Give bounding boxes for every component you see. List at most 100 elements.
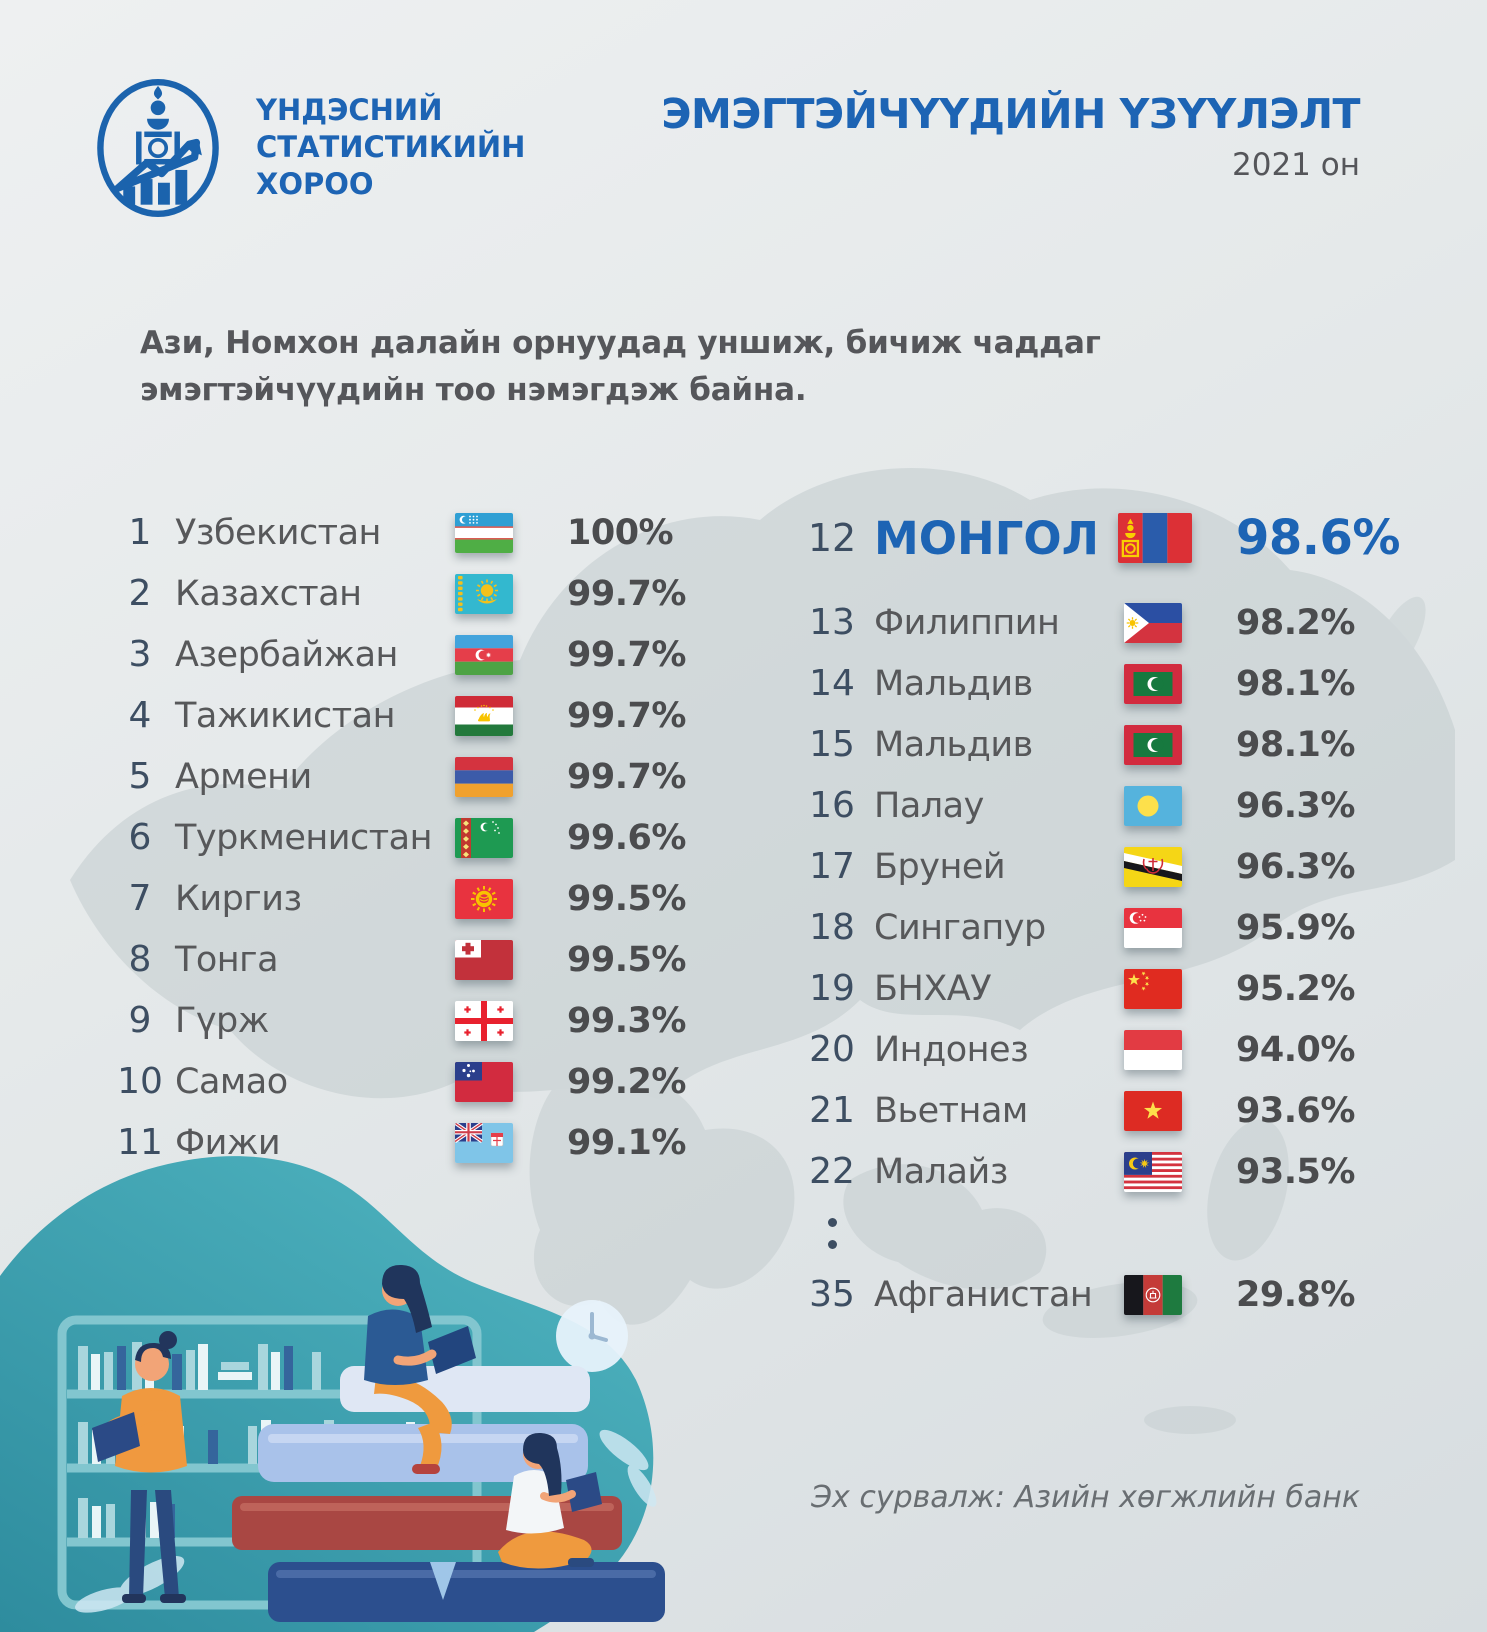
literacy-percentage: 99.7% xyxy=(567,573,686,614)
country-name: Тонга xyxy=(175,939,279,980)
literacy-percentage: 96.3% xyxy=(1236,846,1355,887)
country-name: Армени xyxy=(175,756,312,797)
ranking-row-uzbekistan: 1 Узбекистан 100% xyxy=(105,502,725,563)
literacy-percentage: 95.9% xyxy=(1236,907,1355,948)
ranking-row-china: 19 БНХАУ 95.2% xyxy=(790,958,1430,1019)
logo-line-1: ҮНДЭСНИЙ xyxy=(256,93,443,127)
literacy-percentage: 94.0% xyxy=(1236,1029,1355,1070)
rank-number: 1 xyxy=(128,512,152,553)
nso-logo: ҮНДЭСНИЙ СТАТИСТИКИЙН ХОРОО xyxy=(94,74,525,222)
country-name: Тажикистан xyxy=(175,695,395,736)
rank-number: 18 xyxy=(809,907,855,948)
clock-icon xyxy=(556,1300,628,1372)
rank-number: 9 xyxy=(128,1000,152,1041)
country-name: Филиппин xyxy=(874,602,1060,643)
literacy-percentage: 98.6% xyxy=(1236,510,1401,566)
country-name: Индонез xyxy=(874,1029,1029,1070)
rank-number: 21 xyxy=(809,1090,855,1131)
country-name: Самао xyxy=(175,1061,288,1102)
source-caption: Эх сурвалж: Азийн хөгжлийн банк xyxy=(811,1480,1360,1515)
country-name: Туркменистан xyxy=(175,817,432,858)
literacy-percentage: 93.5% xyxy=(1236,1151,1355,1192)
page-title: ЭМЭГТЭЙЧҮҮДИЙН ҮЗҮҮЛЭЛТ xyxy=(661,90,1360,138)
country-name: Гүрж xyxy=(175,1000,269,1041)
ranking-row-palau: 16 Палау 96.3% xyxy=(790,775,1430,836)
standing-reader xyxy=(92,1331,187,1603)
literacy-percentage: 29.8% xyxy=(1236,1274,1355,1315)
rank-number: 11 xyxy=(117,1122,163,1163)
mongolia-flag-icon xyxy=(1118,513,1192,563)
literacy-percentage: 96.3% xyxy=(1236,785,1355,826)
rank-number: 22 xyxy=(809,1151,855,1192)
afghanistan-flag-icon xyxy=(1124,1274,1182,1315)
rank-number: 13 xyxy=(809,602,855,643)
kazakhstan-flag-icon xyxy=(455,573,513,614)
ranking-row-afghanistan: 35 Афганистан 29.8% xyxy=(790,1264,1430,1325)
tonga-flag-icon xyxy=(455,939,513,980)
maldives-flag-icon xyxy=(1124,663,1182,704)
rank-number: 17 xyxy=(809,846,855,887)
logo-line-2: СТАТИСТИКИЙН xyxy=(256,130,526,164)
maldives-flag-icon xyxy=(1124,724,1182,765)
title-block: ЭМЭГТЭЙЧҮҮДИЙН ҮЗҮҮЛЭЛТ 2021 он xyxy=(661,90,1360,183)
rank-number: 5 xyxy=(128,756,152,797)
ranking-row-philippines: 13 Филиппин 98.2% xyxy=(790,592,1430,653)
country-name: Киргиз xyxy=(175,878,302,919)
uzbekistan-flag-icon xyxy=(455,512,513,553)
country-name: БНХАУ xyxy=(874,968,992,1009)
ranking-list-right: 12 МОНГОЛ 98.6% 13 Филиппин 98.2% 14 Мальдив 98.… xyxy=(790,495,1430,1325)
georgia-flag-icon xyxy=(455,1000,513,1041)
country-name: Малайз xyxy=(874,1151,1008,1192)
literacy-percentage: 99.5% xyxy=(567,939,686,980)
ranking-row-singapore: 18 Сингапур 95.9% xyxy=(790,897,1430,958)
ranking-row-samoa: 10 Самао 99.2% xyxy=(105,1051,725,1112)
rank-number: 14 xyxy=(809,663,855,704)
ranking-row-maldives: 14 Мальдив 98.1% xyxy=(790,653,1430,714)
country-name: Узбекистан xyxy=(175,512,381,553)
literacy-percentage: 100% xyxy=(567,512,674,553)
ranking-row-kazakhstan: 2 Казахстан 99.7% xyxy=(105,563,725,624)
ranking-row-georgia: 9 Гүрж 99.3% xyxy=(105,990,725,1051)
year-label: 2021 он xyxy=(1232,147,1360,183)
rank-number: 19 xyxy=(809,968,855,1009)
ranking-row-kyrgyzstan: 7 Киргиз 99.5% xyxy=(105,868,725,929)
literacy-percentage: 99.3% xyxy=(567,1000,686,1041)
ranking-row-indonesia: 20 Индонез 94.0% xyxy=(790,1019,1430,1080)
reading-illustration xyxy=(0,1156,665,1632)
brunei-flag-icon xyxy=(1124,846,1182,887)
sitting-reader-top xyxy=(364,1264,476,1474)
ranking-row-azerbaijan: 3 Азербайжан 99.7% xyxy=(105,624,725,685)
ranking-row-vietnam: 21 Вьетнам 93.6% xyxy=(790,1080,1430,1141)
ellipsis-gap xyxy=(790,1202,874,1264)
literacy-percentage: 98.1% xyxy=(1236,724,1355,765)
rank-number: 8 xyxy=(128,939,152,980)
country-name: Сингапур xyxy=(874,907,1046,948)
country-name: Мальдив xyxy=(874,724,1033,765)
gap-dot xyxy=(827,1217,837,1227)
literacy-percentage: 99.1% xyxy=(567,1122,686,1163)
soyombo-symbol xyxy=(136,85,180,165)
rank-number: 6 xyxy=(128,817,152,858)
indonesia-flag-icon xyxy=(1124,1029,1182,1070)
subtitle: Ази, Номхон далайн орнуудад уншиж, бичиж… xyxy=(140,325,1101,408)
rank-number: 16 xyxy=(809,785,855,826)
country-name: Мальдив xyxy=(874,663,1033,704)
country-name: Казахстан xyxy=(175,573,362,614)
vietnam-flag-icon xyxy=(1124,1090,1182,1131)
literacy-percentage: 99.2% xyxy=(567,1061,686,1102)
rank-number: 12 xyxy=(807,516,857,560)
literacy-percentage: 99.7% xyxy=(567,756,686,797)
logo-line-3: ХОРОО xyxy=(256,167,374,201)
country-name: МОНГОЛ xyxy=(874,511,1099,565)
ranking-row-malaysia: 22 Малайз 93.5% xyxy=(790,1141,1430,1202)
rank-number: 35 xyxy=(809,1274,855,1315)
ranking-row-tajikistan: 4 Тажикистан 99.7% xyxy=(105,685,725,746)
literacy-percentage: 99.7% xyxy=(567,634,686,675)
kyrgyzstan-flag-icon xyxy=(455,878,513,919)
literacy-percentage: 99.7% xyxy=(567,695,686,736)
ranking-list-left: 1 Узбекистан 100% 2 Казахстан 99.7% 3 Азербайжа… xyxy=(105,502,725,1173)
fiji-flag-icon xyxy=(455,1122,513,1163)
literacy-percentage: 95.2% xyxy=(1236,968,1355,1009)
palau-flag-icon xyxy=(1124,785,1182,826)
country-name: Палау xyxy=(874,785,984,826)
